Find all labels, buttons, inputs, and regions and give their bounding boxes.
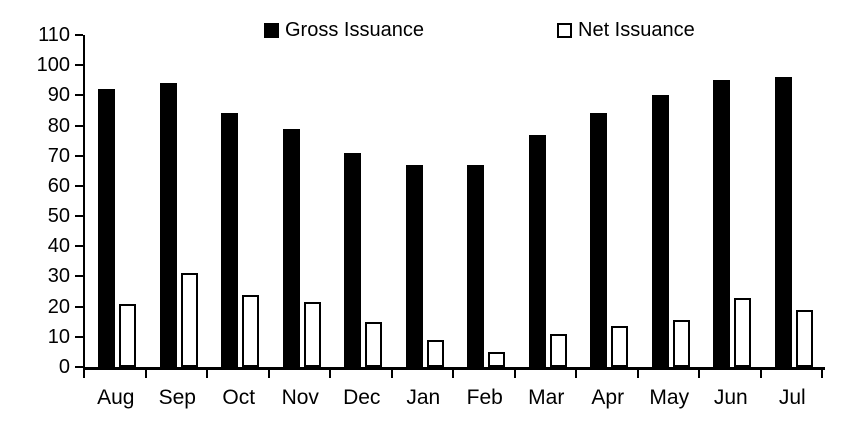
bar-gross-may (651, 95, 669, 367)
bar-net-jun (734, 297, 751, 367)
y-axis-tick (75, 154, 83, 157)
bar-gross-jun (713, 80, 730, 367)
x-axis-tick (206, 370, 208, 378)
bar-net-jul (795, 309, 813, 367)
x-axis-category-label: Aug (97, 386, 135, 409)
x-axis-category-label: May (649, 386, 690, 409)
bar-net-may (672, 320, 690, 367)
y-axis-tick (75, 305, 83, 308)
bar-net-feb (488, 351, 505, 367)
bar-gross-apr (590, 113, 607, 367)
y-axis-tick-label: 80 (47, 114, 70, 137)
x-axis-category-label: Nov (281, 386, 319, 409)
bar-net-oct (242, 294, 259, 367)
bar-gross-sep (159, 83, 177, 367)
x-axis-tick (329, 370, 331, 378)
x-axis-tick (575, 370, 577, 378)
legend-label-gross-issuance: Gross Issuance (285, 19, 424, 41)
y-axis-tick-label: 100 (36, 54, 70, 77)
x-axis-category-label: Oct (222, 386, 256, 409)
bar-net-mar (549, 333, 567, 367)
y-axis-tick (75, 366, 83, 368)
x-axis-category-label: Dec (343, 386, 381, 409)
y-axis-tick (75, 34, 83, 36)
x-axis-category-label: Feb (466, 386, 503, 409)
bar-gross-oct (221, 113, 238, 367)
bar-gross-nov (282, 128, 300, 367)
bar-net-jan (426, 339, 444, 367)
y-axis-tick (75, 215, 83, 218)
y-axis-tick-label: 0 (58, 356, 70, 378)
y-axis-tick (75, 275, 83, 278)
y-axis-tick-label: 10 (47, 325, 70, 348)
y-axis-tick (75, 184, 83, 187)
y-axis-tick-label: 60 (47, 174, 70, 197)
y-axis-tick-label: 20 (47, 295, 70, 318)
bar-net-dec (365, 321, 382, 367)
legend-item-gross-issuance: Gross Issuance (264, 20, 424, 40)
bar-net-apr (611, 326, 628, 367)
x-axis-tick (390, 370, 393, 378)
y-axis-tick-label: 30 (47, 265, 70, 288)
x-axis-tick (821, 370, 823, 378)
net-issuance-swatch-icon (557, 22, 572, 38)
gross-issuance-swatch-icon (264, 22, 279, 38)
x-axis-tick (513, 370, 516, 378)
x-axis-tick (83, 370, 85, 378)
x-axis-tick (267, 370, 270, 378)
x-axis-category-label: Jul (778, 386, 806, 409)
bar-net-sep (180, 273, 198, 367)
y-axis-tick (75, 335, 83, 338)
bar-gross-dec (344, 152, 361, 367)
bar-gross-jan (405, 164, 423, 367)
x-axis-category-label: Jan (406, 386, 441, 409)
y-axis-tick-label: 40 (47, 235, 70, 258)
y-axis-tick-label: 110 (38, 24, 70, 46)
x-axis-category-label: Jun (713, 386, 748, 409)
legend-item-net-issuance: Net Issuance (557, 20, 695, 40)
x-axis-tick (759, 370, 762, 378)
x-axis-tick (698, 370, 700, 378)
y-axis-tick (75, 94, 83, 97)
legend-label-net-issuance: Net Issuance (578, 19, 695, 41)
x-axis-category-label: Mar (528, 386, 565, 409)
y-axis-line (83, 35, 85, 370)
x-axis-tick (452, 370, 454, 378)
bar-gross-mar (528, 134, 546, 367)
y-axis-tick-label: 70 (47, 144, 70, 167)
y-axis-tick (75, 245, 83, 248)
y-axis-tick-label: 90 (47, 84, 70, 107)
y-axis-tick (75, 64, 83, 67)
y-axis-tick (75, 124, 83, 127)
x-axis-line (83, 367, 825, 370)
y-axis-tick-label: 50 (47, 205, 70, 228)
x-axis-category-label: Sep (158, 386, 196, 409)
bar-gross-aug (98, 89, 115, 367)
bar-gross-jul (774, 77, 792, 367)
x-axis-category-label: Apr (591, 386, 625, 409)
bar-net-nov (303, 302, 321, 367)
bar-gross-feb (467, 164, 484, 367)
bar-net-aug (119, 303, 136, 367)
x-axis-tick (636, 370, 639, 378)
x-axis-tick (144, 370, 147, 378)
